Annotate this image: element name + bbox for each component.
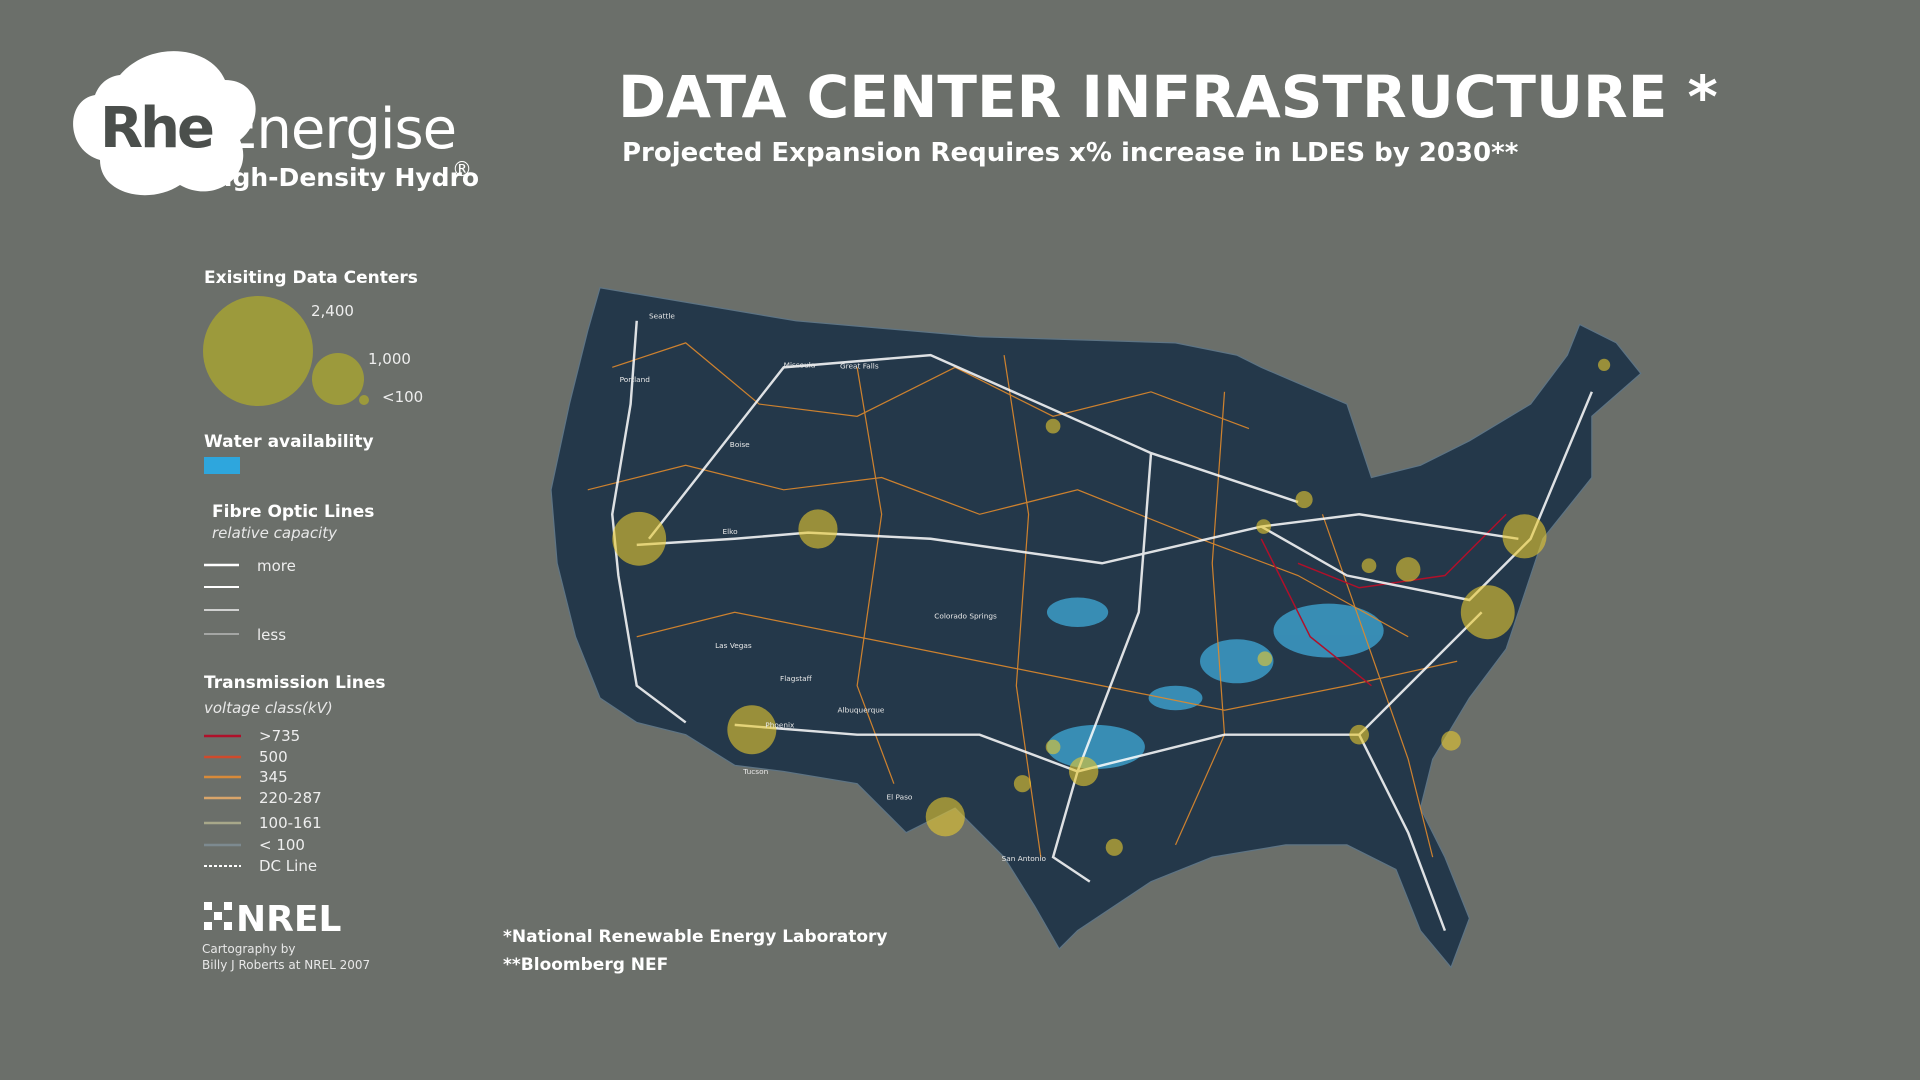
water-area — [1273, 603, 1384, 658]
data-center — [1460, 585, 1515, 640]
legend-subtitle: relative capacity — [212, 524, 338, 542]
legend-bubble — [312, 353, 364, 405]
icon-part — [224, 902, 232, 910]
city-label: Phoenix — [765, 720, 795, 729]
footnote: **Bloomberg NEF — [503, 955, 668, 975]
legend-bubble — [359, 395, 369, 405]
data-center — [1256, 519, 1272, 534]
legend-title: Exisiting Data Centers — [204, 268, 418, 288]
transmission-line — [587, 464, 1409, 638]
fibre-line — [636, 513, 1519, 565]
logo-brand-a: Rhe — [100, 96, 213, 161]
city-label: Colorado Springs — [934, 611, 997, 620]
data-center — [1361, 558, 1377, 574]
legend-label: 220-287 — [259, 789, 322, 807]
city-label: El Paso — [887, 793, 913, 802]
subtitle: Projected Expansion Requires x% increase… — [622, 138, 1519, 168]
city-label: Missoula — [784, 360, 816, 369]
title: DATA CENTER INFRASTRUCTURE * — [618, 63, 1718, 131]
legend-label: 345 — [259, 768, 288, 786]
legend-title: Transmission Lines — [204, 673, 386, 693]
legend-label: < 100 — [259, 836, 305, 854]
legend-subtitle: voltage class(kV) — [204, 699, 333, 717]
data-center — [1395, 557, 1421, 582]
logo-mark: ® — [452, 157, 472, 181]
data-center — [612, 511, 667, 566]
transmission-line — [1003, 355, 1042, 858]
legend-swatch — [204, 457, 240, 474]
data-center — [1013, 775, 1032, 793]
city-label: Las Vegas — [715, 641, 752, 650]
data-center — [1597, 358, 1611, 372]
data-center — [1068, 756, 1099, 787]
data-center — [1295, 491, 1313, 509]
fibre-line — [1076, 452, 1153, 772]
data-center — [1502, 514, 1547, 559]
legend-title: Water availability — [204, 432, 374, 452]
footnote: *National Renewable Energy Laboratory — [503, 927, 888, 947]
credit-line: Cartography by — [202, 942, 295, 956]
transmission-line — [1174, 391, 1226, 846]
data-center — [1257, 651, 1273, 667]
us-map: Seattle Portland Missoula Great Falls Bo… — [550, 287, 1642, 969]
data-center — [1349, 724, 1369, 745]
icon-part — [214, 912, 222, 920]
credit-line: Billy J Roberts at NREL 2007 — [202, 958, 370, 972]
water-area — [1046, 597, 1109, 627]
icon-part — [224, 922, 232, 930]
icon-part — [204, 902, 212, 910]
data-center — [925, 797, 965, 837]
data-center — [1045, 418, 1061, 434]
city-label: Great Falls — [840, 362, 879, 371]
data-center — [727, 705, 777, 755]
city-label: Boise — [730, 440, 750, 449]
city-label: Albuquerque — [838, 706, 885, 715]
legend-label: less — [257, 626, 286, 644]
legend-size-label: <100 — [382, 388, 423, 406]
legend-title: Fibre Optic Lines — [212, 502, 374, 522]
legend-label: >735 — [259, 727, 300, 745]
legend-bubble — [203, 296, 313, 406]
city-label: Elko — [722, 527, 738, 536]
logo-tagline: High-Density Hydro — [203, 163, 479, 192]
fibre-line — [1051, 771, 1091, 883]
water-area — [1046, 724, 1145, 769]
city-label: Seattle — [649, 311, 675, 320]
legend-label: 500 — [259, 748, 288, 766]
fibre-line — [1358, 734, 1447, 932]
city-label: Portland — [620, 375, 650, 384]
legend-size-label: 1,000 — [368, 350, 411, 368]
water-area — [1148, 685, 1203, 711]
data-center-bubbles — [612, 358, 1611, 856]
map-land — [550, 287, 1642, 969]
legend-size-label: 2,400 — [311, 302, 354, 320]
nrel-icon — [204, 902, 232, 930]
logo-cloud — [73, 51, 256, 196]
legend-lines — [204, 734, 241, 867]
legend-label: DC Line — [259, 857, 317, 875]
transmission-line — [1297, 513, 1507, 589]
data-center — [1441, 731, 1461, 751]
credit-org: NREL — [236, 899, 341, 940]
transmission-line — [612, 342, 1250, 430]
city-label: San Antonio — [1002, 854, 1047, 863]
fibre-line — [648, 353, 1299, 540]
data-center — [798, 509, 838, 549]
legend-label: 100-161 — [259, 814, 322, 832]
icon-part — [204, 922, 212, 930]
city-label: Tucson — [742, 767, 768, 776]
transmission-line — [1321, 514, 1434, 858]
city-label: Flagstaff — [780, 674, 813, 683]
data-center — [1105, 838, 1123, 856]
legend-label: more — [257, 557, 296, 575]
high-voltage-lines — [1260, 513, 1507, 687]
logo-brand-b: Energise — [222, 97, 456, 162]
transmission-line — [636, 611, 1458, 711]
transmission-line — [1260, 538, 1372, 687]
data-center — [1045, 739, 1061, 755]
